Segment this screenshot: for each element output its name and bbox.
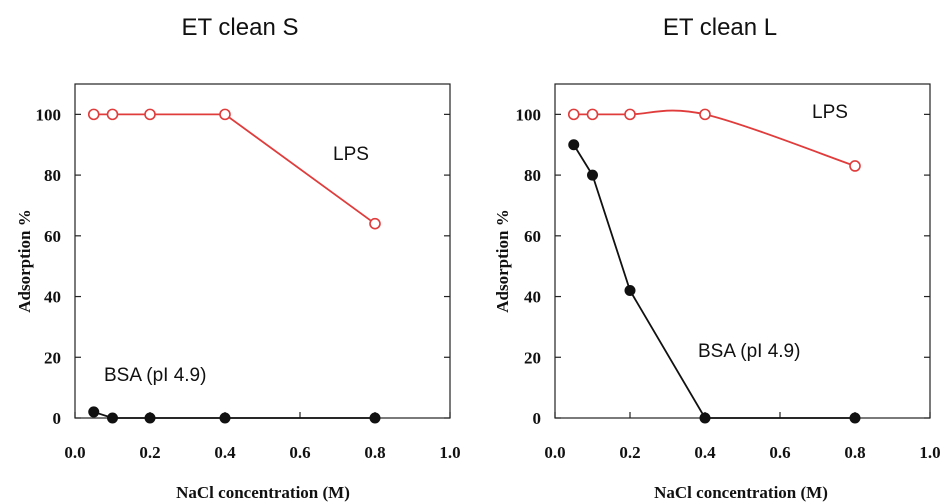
lps-data-point [219,108,231,121]
bsa-data-point [144,412,156,424]
lps-data-point [849,160,861,172]
lps-data-point [699,108,711,121]
y-tick-label: 20 [524,348,541,367]
y-axis-title: Adsorption % [15,209,34,312]
lps-data-point [624,108,636,121]
x-tick-label: 1.0 [919,443,940,462]
x-tick-label: 1.0 [439,443,460,462]
lps-data-point [586,108,599,121]
bsa-series-line [93,411,375,419]
bsa-data-point [219,412,231,424]
bsa-series-line [572,144,855,419]
x-tick-label: 0.2 [139,443,160,462]
lps-data-point [369,217,381,230]
x-tick-label: 0.4 [214,443,236,462]
lps-label: LPS [333,144,369,165]
x-tick-label: 0.4 [694,443,716,462]
x-tick-label: 0.8 [364,443,385,462]
y-tick-label: 0 [533,409,542,428]
y-axis-title: Adsorption % [493,209,512,312]
x-axis-title: NaCl concentration (M) [176,483,350,502]
x-tick-label: 0.0 [544,443,565,462]
bsa-data-point [849,412,861,424]
y-tick-label: 80 [524,166,541,185]
bsa-data-point [107,412,118,424]
x-tick-label: 0.6 [769,443,790,462]
bsa-data-point [568,139,580,151]
y-tick-label: 60 [44,227,61,246]
bsa-label: BSA (pI 4.9) [104,365,206,386]
y-tick-label: 40 [524,288,541,307]
x-tick-label: 0.6 [289,443,310,462]
y-tick-label: 0 [53,409,62,428]
bsa-data-point [699,412,711,424]
bsa-data-point [369,412,381,424]
bsa-data-point [587,169,598,181]
lps-series-line [93,113,376,225]
lps-label: LPS [812,102,848,123]
lps-data-point [567,108,580,121]
plot-frame [554,83,931,419]
chart-title-right: ET clean L [662,14,778,41]
y-tick-label: 40 [44,288,61,307]
lps-data-point [144,108,156,121]
y-tick-label: 100 [36,105,62,124]
lps-data-point [87,108,100,121]
bsa-data-point [88,406,100,418]
x-axis-title: NaCl concentration (M) [654,483,828,502]
lps-data-point [106,108,119,121]
chart-title-left: ET clean S [181,14,299,41]
bsa-data-point [624,284,636,296]
x-tick-label: 0.8 [844,443,865,462]
x-tick-label: 0.0 [64,443,85,462]
y-tick-label: 80 [44,166,61,185]
bsa-label: BSA (pI 4.9) [698,341,800,362]
y-tick-label: 20 [44,348,61,367]
y-tick-label: 100 [516,105,542,124]
y-tick-label: 60 [524,227,541,246]
x-tick-label: 0.2 [619,443,640,462]
